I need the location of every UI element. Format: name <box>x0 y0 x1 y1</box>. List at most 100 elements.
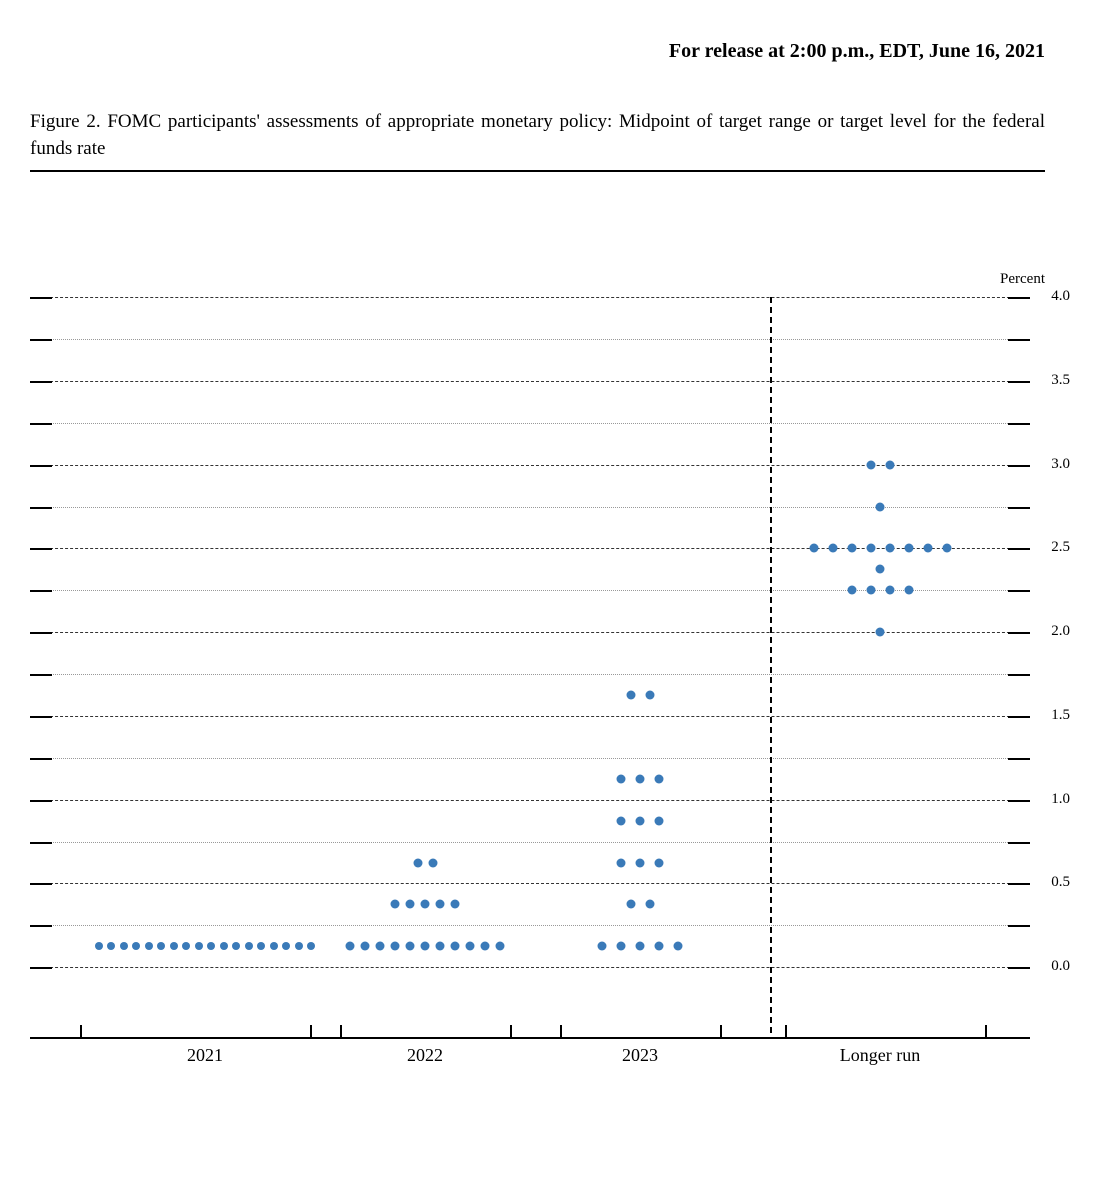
ytick-right <box>1008 590 1030 592</box>
dot <box>496 942 505 951</box>
page-root: For release at 2:00 p.m., EDT, June 16, … <box>0 0 1100 1186</box>
gridline-minor <box>30 423 1030 424</box>
dot <box>232 942 240 950</box>
dot <box>885 544 894 553</box>
ytick-left <box>30 967 52 969</box>
dot <box>866 460 875 469</box>
ytick-label: 3.5 <box>1051 372 1070 389</box>
dot <box>809 544 818 553</box>
gridline-minor <box>30 674 1030 675</box>
ytick-right <box>1008 674 1030 676</box>
x-category-label: 2021 <box>187 1045 223 1066</box>
ytick-label: 2.5 <box>1051 539 1070 556</box>
ytick-right <box>1008 548 1030 550</box>
dot <box>120 942 128 950</box>
dot <box>866 586 875 595</box>
gridline-major: 2.5 <box>30 548 1030 549</box>
dot <box>876 502 885 511</box>
ytick-label: 1.5 <box>1051 707 1070 724</box>
ytick-left <box>30 339 52 341</box>
dot <box>636 774 645 783</box>
dot <box>847 586 856 595</box>
ytick-label: 2.0 <box>1051 623 1070 640</box>
ytick-left <box>30 423 52 425</box>
gridline-major: 3.0 <box>30 465 1030 466</box>
ytick-label: 1.0 <box>1051 791 1070 808</box>
ytick-left <box>30 381 52 383</box>
dot <box>182 942 190 950</box>
dot <box>421 942 430 951</box>
dot <box>626 900 635 909</box>
xtick <box>985 1025 987 1037</box>
dot <box>195 942 203 950</box>
xtick <box>340 1025 342 1037</box>
gridline-minor <box>30 590 1030 591</box>
dot <box>220 942 228 950</box>
dot <box>451 900 460 909</box>
dot <box>617 774 626 783</box>
dot <box>245 942 253 950</box>
ytick-left <box>30 716 52 718</box>
dot <box>282 942 290 950</box>
ytick-left <box>30 590 52 592</box>
dot <box>451 942 460 951</box>
gridline-minor <box>30 339 1030 340</box>
gridline-major: 4.0 <box>30 297 1030 298</box>
dot <box>866 544 875 553</box>
dot <box>170 942 178 950</box>
dot <box>257 942 265 950</box>
dot <box>876 565 885 574</box>
ytick-left <box>30 842 52 844</box>
xtick <box>510 1025 512 1037</box>
dot <box>413 858 422 867</box>
dot <box>942 544 951 553</box>
ytick-left <box>30 925 52 927</box>
dot <box>617 858 626 867</box>
gridline-major: 0.0 <box>30 967 1030 968</box>
dot <box>107 942 115 950</box>
dot <box>655 858 664 867</box>
ytick-right <box>1008 381 1030 383</box>
ytick-right <box>1008 632 1030 634</box>
gridline-minor <box>30 842 1030 843</box>
ytick-label: 0.0 <box>1051 958 1070 975</box>
xtick <box>80 1025 82 1037</box>
dot <box>636 816 645 825</box>
ytick-right <box>1008 883 1030 885</box>
dot <box>655 816 664 825</box>
xtick <box>560 1025 562 1037</box>
dot <box>428 858 437 867</box>
ytick-right <box>1008 465 1030 467</box>
dot <box>923 544 932 553</box>
gridline-minor <box>30 925 1030 926</box>
y-axis-label: Percent <box>1000 271 1045 288</box>
dot <box>481 942 490 951</box>
dot <box>598 942 607 951</box>
ytick-label: 3.0 <box>1051 456 1070 473</box>
ytick-right <box>1008 339 1030 341</box>
ytick-right <box>1008 925 1030 927</box>
dot <box>626 691 635 700</box>
dot <box>207 942 215 950</box>
dot <box>406 942 415 951</box>
dot <box>617 942 626 951</box>
dot <box>361 942 370 951</box>
dot <box>885 586 894 595</box>
dot <box>904 544 913 553</box>
dot <box>421 900 430 909</box>
dot <box>904 586 913 595</box>
x-axis-line <box>30 1037 1030 1039</box>
ytick-label: 0.5 <box>1051 874 1070 891</box>
dot <box>636 942 645 951</box>
ytick-right <box>1008 967 1030 969</box>
dot <box>376 942 385 951</box>
dot <box>828 544 837 553</box>
x-category-label: Longer run <box>840 1045 920 1066</box>
ytick-left <box>30 465 52 467</box>
ytick-right <box>1008 423 1030 425</box>
ytick-right <box>1008 800 1030 802</box>
chart-container: Percent 0.00.51.01.52.02.53.03.54.0 2021… <box>30 297 1045 1097</box>
gridline-major: 1.5 <box>30 716 1030 717</box>
dot <box>617 816 626 825</box>
dot <box>645 900 654 909</box>
